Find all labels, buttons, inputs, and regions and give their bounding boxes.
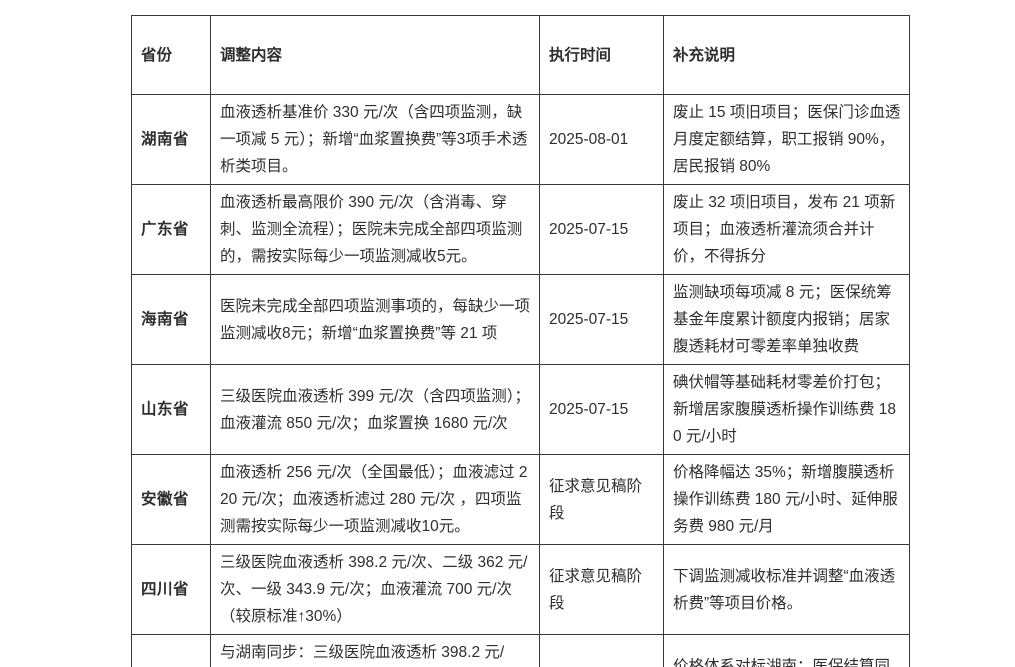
table-row: 安徽省 血液透析 256 元/次（全国最低）；血液滤过 220 元/次；血液透析… <box>131 454 910 545</box>
table-row: 山东省 三级医院血液透析 399 元/次（含四项监测）；血液灌流 850 元/次… <box>131 364 910 455</box>
cell-content: 与湖南同步：三级医院血液透析 398.2 元/次；医院未完成全部四项监测的，需按… <box>210 634 540 667</box>
cell-notes: 废止 32 项旧项目，发布 21 项新项目；血液透析灌流须合并计价，不得拆分 <box>663 184 910 275</box>
table-row: 重庆市 与湖南同步：三级医院血液透析 398.2 元/次；医院未完成全部四项监测… <box>131 634 910 667</box>
header-cell-notes: 补充说明 <box>663 15 910 95</box>
cell-province: 重庆市 <box>131 634 211 667</box>
cell-notes: 监测缺项每项减 8 元；医保统筹基金年度累计额度内报销；居家腹透耗材可零差率单独… <box>663 274 910 365</box>
cell-content: 血液透析最高限价 390 元/次（含消毒、穿刺、监测全流程）；医院未完成全部四项… <box>210 184 540 275</box>
cell-content: 三级医院血液透析 398.2 元/次、二级 362 元/次、一级 343.9 元… <box>210 544 540 635</box>
cell-province: 海南省 <box>131 274 211 365</box>
cell-date: 2025-07-15 <box>539 274 664 365</box>
cell-notes: 价格体系对标湖南；医保结算同湖南模式 <box>663 634 910 667</box>
cell-province: 湖南省 <box>131 94 211 185</box>
cell-notes: 废止 15 项旧项目；医保门诊血透月度定额结算，职工报销 90%，居民报销 80… <box>663 94 910 185</box>
cell-date: 2025-08-01 <box>539 94 664 185</box>
table-header-row: 省份 调整内容 执行时间 补充说明 <box>131 15 910 95</box>
cell-date: 2025-08-01 <box>539 634 664 667</box>
header-cell-date: 执行时间 <box>539 15 664 95</box>
cell-date: 征求意见稿阶段 <box>539 454 664 545</box>
cell-content: 血液透析基准价 330 元/次（含四项监测，缺一项减 5 元）；新增“血浆置换费… <box>210 94 540 185</box>
cell-date: 2025-07-15 <box>539 184 664 275</box>
cell-date: 征求意见稿阶段 <box>539 544 664 635</box>
table-row: 广东省 血液透析最高限价 390 元/次（含消毒、穿刺、监测全流程）；医院未完成… <box>131 184 910 275</box>
table-row: 湖南省 血液透析基准价 330 元/次（含四项监测，缺一项减 5 元）；新增“血… <box>131 94 910 185</box>
cell-notes: 碘伏帽等基础耗材零差价打包；新增居家腹膜透析操作训练费 180 元/小时 <box>663 364 910 455</box>
cell-province: 广东省 <box>131 184 211 275</box>
cell-notes: 下调监测减收标准并调整“血液透析费”等项目价格。 <box>663 544 910 635</box>
cell-notes: 价格降幅达 35%；新增腹膜透析操作训练费 180 元/小时、延伸服务费 980… <box>663 454 910 545</box>
cell-content: 血液透析 256 元/次（全国最低）；血液滤过 220 元/次；血液透析滤过 2… <box>210 454 540 545</box>
cell-province: 山东省 <box>131 364 211 455</box>
cell-province: 安徽省 <box>131 454 211 545</box>
province-adjustment-table: 省份 调整内容 执行时间 补充说明 湖南省 血液透析基准价 330 元/次（含四… <box>131 15 910 667</box>
cell-content: 三级医院血液透析 399 元/次（含四项监测）；血液灌流 850 元/次；血浆置… <box>210 364 540 455</box>
header-cell-content: 调整内容 <box>210 15 540 95</box>
header-cell-province: 省份 <box>131 15 211 95</box>
table-row: 海南省 医院未完成全部四项监测事项的，每缺少一项监测减收8元；新增“血浆置换费”… <box>131 274 910 365</box>
table-row: 四川省 三级医院血液透析 398.2 元/次、二级 362 元/次、一级 343… <box>131 544 910 635</box>
cell-province: 四川省 <box>131 544 211 635</box>
cell-content: 医院未完成全部四项监测事项的，每缺少一项监测减收8元；新增“血浆置换费”等 21… <box>210 274 540 365</box>
cell-date: 2025-07-15 <box>539 364 664 455</box>
